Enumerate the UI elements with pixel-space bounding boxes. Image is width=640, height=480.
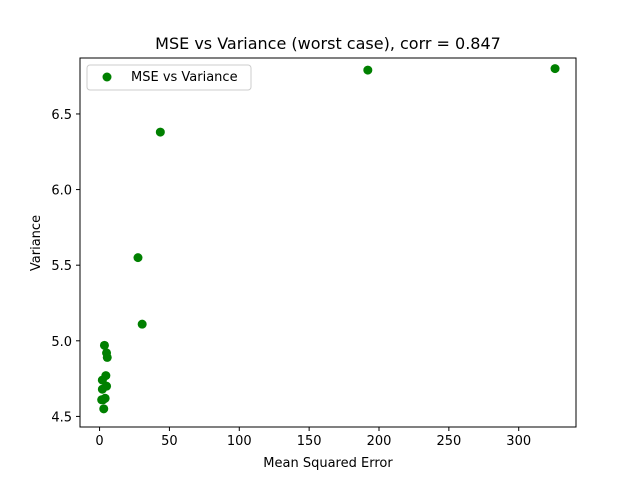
data-point <box>97 395 107 405</box>
x-tick-label: 150 <box>297 434 322 449</box>
legend-entry-label: MSE vs Variance <box>131 70 238 85</box>
data-point <box>550 64 560 74</box>
y-tick-label: 6.5 <box>51 108 72 123</box>
legend-box <box>86 64 252 91</box>
x-tick-label: 300 <box>506 434 531 449</box>
x-axis-label: Mean Squared Error <box>263 456 393 471</box>
y-tick-label: 4.5 <box>51 410 72 425</box>
data-point <box>133 253 143 263</box>
legend: MSE vs Variance <box>86 64 252 91</box>
plot-frame <box>79 57 577 428</box>
data-point <box>363 65 373 75</box>
y-tick-label: 6.0 <box>51 184 72 199</box>
y-tick-label: 5.5 <box>51 259 72 274</box>
legend-marker <box>102 72 112 82</box>
data-point <box>99 340 109 350</box>
y-tick-label: 5.0 <box>51 335 72 350</box>
y-axis: 4.5 5.0 5.5 6.0 6.5 <box>51 108 80 425</box>
data-point <box>137 319 147 329</box>
data-point <box>99 404 109 414</box>
y-axis-label: Variance <box>29 215 44 271</box>
x-tick-label: 50 <box>161 434 178 449</box>
x-tick-label: 100 <box>227 434 252 449</box>
x-tick-label: 200 <box>367 434 392 449</box>
x-tick-label: 0 <box>95 434 103 449</box>
chart-title: MSE vs Variance (worst case), corr = 0.8… <box>155 34 501 53</box>
points-layer <box>97 64 560 414</box>
data-point <box>155 127 165 137</box>
x-tick-label: 250 <box>436 434 461 449</box>
data-point <box>102 352 112 362</box>
x-axis: 0 50 100 150 200 250 300 <box>95 427 531 449</box>
data-point <box>97 384 107 394</box>
